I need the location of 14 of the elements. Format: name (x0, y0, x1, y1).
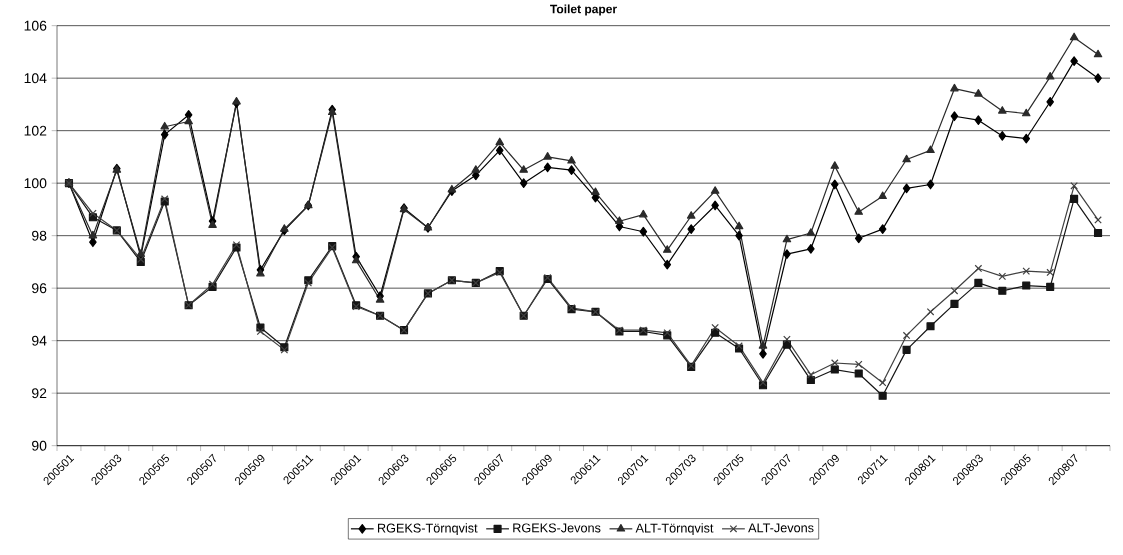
chart-title: Toilet paper (550, 4, 617, 16)
legend-label: ALT-Jevons (748, 523, 814, 533)
y-tick-label: 94 (32, 335, 47, 346)
legend-label: RGEKS-Törnqvist (377, 523, 478, 536)
legend-label: RGEKS-Jevons (513, 523, 601, 533)
y-tick-label: 96 (32, 283, 47, 294)
y-tick-label: 90 (32, 440, 47, 451)
y-tick-label: 102 (24, 125, 47, 136)
y-tick-label: 92 (32, 388, 47, 399)
y-tick-label: 106 (24, 20, 47, 31)
y-tick-label: 104 (24, 73, 47, 84)
y-tick-label: 98 (32, 230, 47, 241)
y-tick-label: 100 (24, 178, 47, 189)
legend-label: ALT-Törnqvist (635, 523, 714, 536)
